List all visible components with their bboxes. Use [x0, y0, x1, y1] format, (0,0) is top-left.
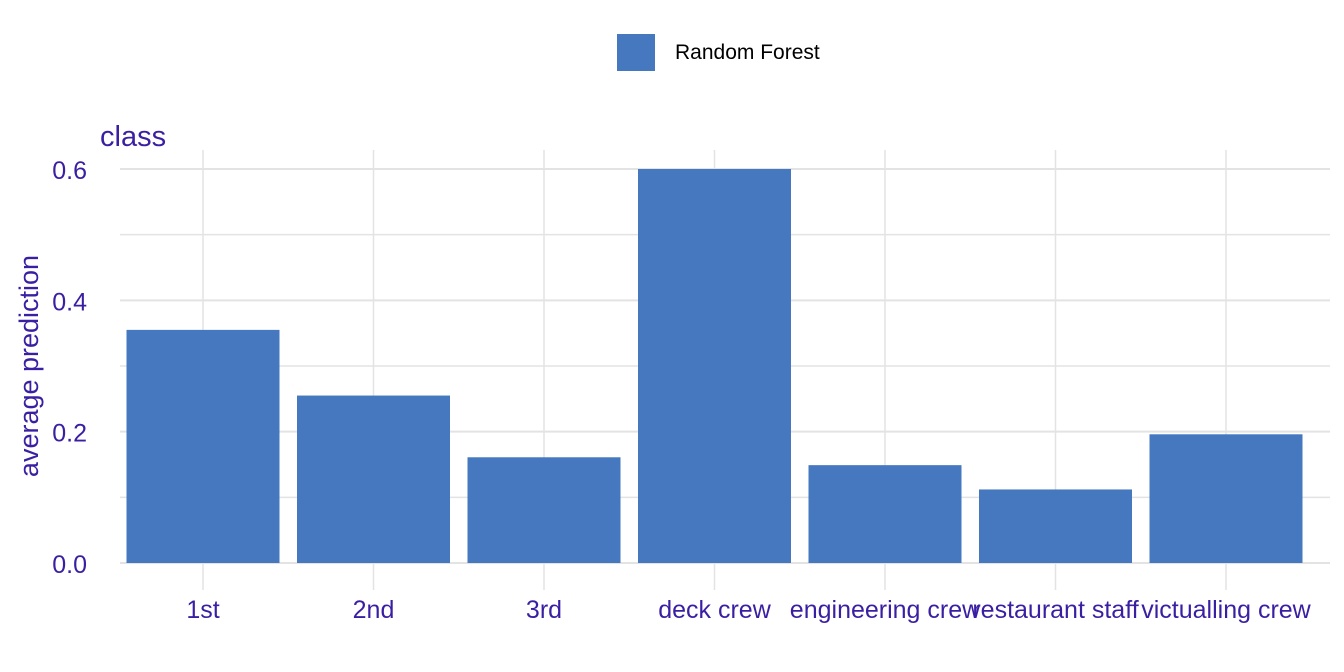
- y-tick-label: 0.0: [52, 551, 87, 579]
- legend-label: Random Forest: [675, 40, 820, 64]
- y-tick-label: 0.6: [52, 157, 87, 185]
- legend: Random Forest: [617, 34, 820, 71]
- bar: [808, 465, 962, 563]
- y-tick-label: 0.4: [52, 288, 87, 316]
- x-tick-labels: 1st 2nd 3rd deck crew engineering crewrestau…: [186, 596, 1311, 624]
- bar: [1149, 434, 1303, 563]
- x-tick-label: restaurant staff: [972, 596, 1138, 624]
- y-tick-label: 0.2: [52, 420, 87, 448]
- x-tick-label: 3rd: [526, 596, 562, 624]
- x-tick-label: 2nd: [353, 596, 395, 624]
- chart-title: class: [100, 121, 166, 153]
- y-axis-label: average prediction: [14, 255, 44, 477]
- x-tick-label: engineering crew: [790, 596, 981, 624]
- bar: [638, 169, 791, 563]
- legend-swatch: [617, 34, 655, 71]
- bar: [979, 489, 1132, 563]
- x-tick-label: 1st: [186, 596, 219, 624]
- bar: [297, 395, 450, 563]
- x-tick-label: victualling crew: [1141, 596, 1311, 624]
- y-tick-labels: 0.0 0.2 0.4 0.6: [52, 157, 87, 579]
- bar: [467, 457, 621, 563]
- bar: [126, 329, 280, 563]
- x-tick-label: deck crew: [658, 596, 771, 624]
- bars: [126, 169, 1303, 563]
